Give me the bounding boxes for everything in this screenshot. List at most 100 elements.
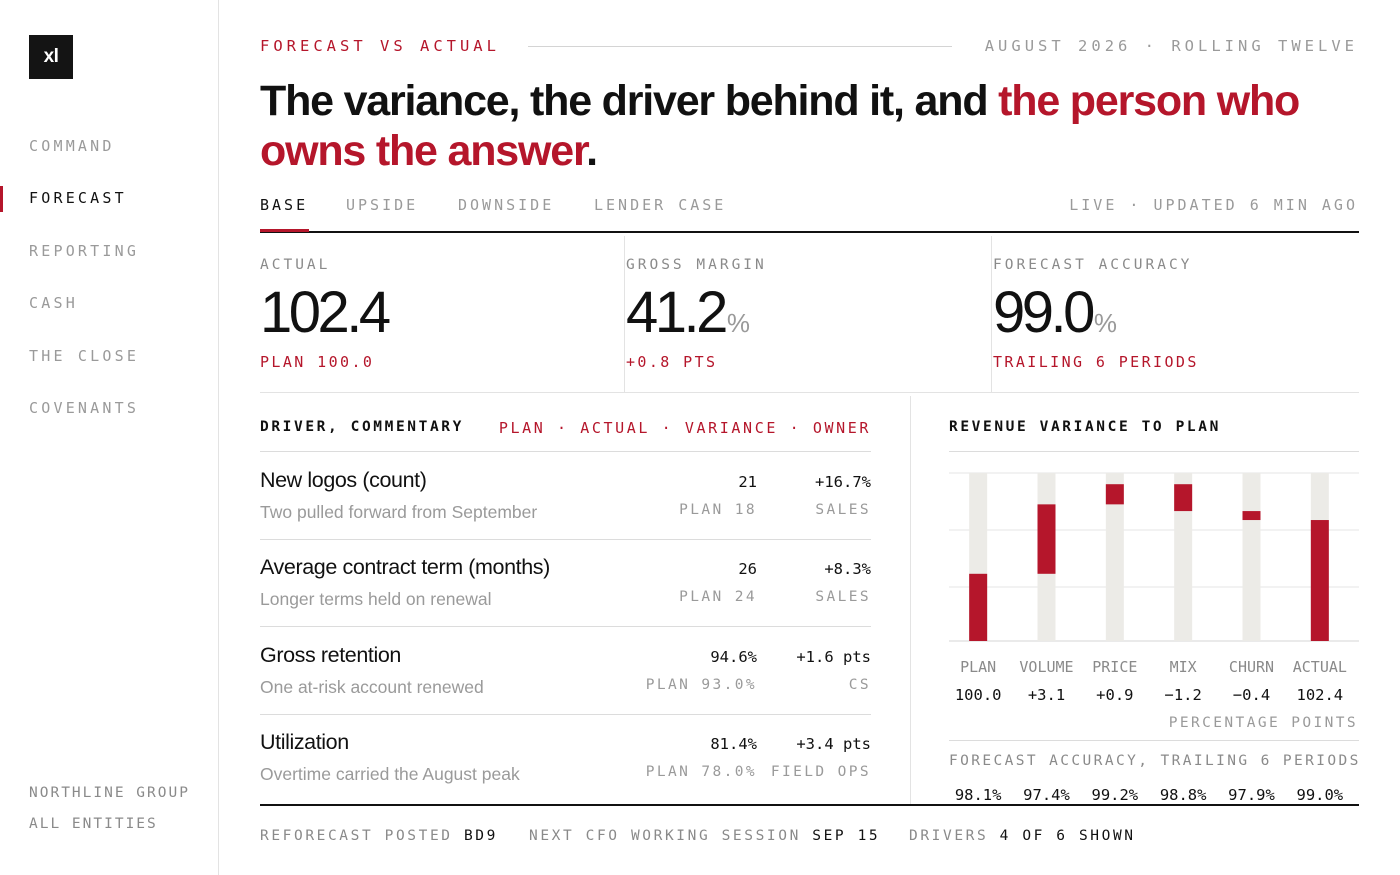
chart-bar-volume (1037, 504, 1056, 574)
sidebar: xl COMMAND FORECAST REPORTING CASH THE C… (0, 0, 219, 875)
accuracy-value: 99.0% (1296, 786, 1344, 804)
eyebrow-divider (528, 46, 952, 47)
chart-category-label: PRICE (1092, 658, 1137, 676)
driver-comment: Two pulled forward from September (260, 502, 538, 522)
chart-value-label: 102.4 (1296, 686, 1343, 704)
driver-comment: Overtime carried the August peak (260, 764, 520, 784)
driver-row-new-logos[interactable]: New logos (count) Two pulled forward fro… (260, 452, 871, 540)
driver-comment: Longer terms held on renewal (260, 589, 492, 609)
nav-item-cash[interactable]: CASH (29, 294, 78, 312)
entity-group[interactable]: NORTHLINE GROUP (29, 785, 190, 801)
kpi-value: 102.4 (260, 280, 391, 345)
headline-period: . (586, 127, 598, 175)
live-status: LIVE · UPDATED 6 MIN AGO (1069, 196, 1358, 214)
chart-track (1174, 473, 1193, 641)
chart-title: REVENUE VARIANCE TO PLAN (949, 419, 1221, 435)
driver-actual: 94.6% (710, 648, 757, 666)
nav-item-the-close[interactable]: THE CLOSE (29, 347, 140, 365)
chart-header-rule (949, 451, 1359, 452)
kpi-label: GROSS MARGIN (626, 257, 767, 273)
headline-text: The variance, the driver behind it, and (260, 77, 999, 125)
revenue-variance-chart: PLAN 100.0 VOLUME +3.1 PRICE +0.9 MIX −1.2 CHURN… (949, 472, 1359, 704)
chart-value-label: +3.1 (1028, 686, 1065, 704)
kpi-value: 99.0% (993, 280, 1118, 345)
driver-actual: 26 (738, 560, 757, 578)
content-bottom-rule (260, 804, 1359, 806)
kpi-sub: PLAN 100.0 (260, 353, 375, 371)
footer-reforecast: REFORECAST POSTED BD9 (260, 828, 498, 844)
chart-category-label: CHURN (1229, 658, 1274, 676)
kpi-divider (991, 236, 992, 392)
tab-downside[interactable]: DOWNSIDE (458, 196, 555, 214)
driver-plan: PLAN 78.0% (645, 764, 757, 780)
kpi-value: 41.2% (626, 280, 751, 345)
driver-row-contract-term[interactable]: Average contract term (months) Longer te… (260, 539, 871, 627)
driver-name: Gross retention (260, 643, 401, 667)
driver-owner: FIELD OPS (770, 764, 871, 780)
driver-plan: PLAN 24 (679, 589, 757, 605)
chart-value-label: 100.0 (955, 686, 1002, 704)
tab-base[interactable]: BASE (260, 196, 309, 214)
driver-comment: One at-risk account renewed (260, 677, 484, 697)
entity-scope[interactable]: ALL ENTITIES (29, 816, 158, 832)
driver-variance: +16.7% (815, 473, 871, 491)
accuracy-value: 97.9% (1228, 786, 1275, 804)
driver-name: Average contract term (months) (260, 555, 550, 579)
kpi-sub: +0.8 PTS (626, 353, 718, 371)
headline-accent: the person who owns the answer (260, 77, 1300, 175)
nav-item-reporting[interactable]: REPORTING (29, 242, 140, 260)
driver-owner: SALES (815, 589, 871, 605)
kpi-label: FORECAST ACCURACY (993, 257, 1193, 273)
tabs-rule (260, 231, 1359, 233)
accuracy-value: 99.2% (1091, 786, 1139, 804)
driver-row-gross-retention[interactable]: Gross retention One at-risk account rene… (260, 627, 871, 715)
chart-track (1105, 473, 1124, 641)
driver-name: Utilization (260, 730, 349, 754)
driver-row-utilization[interactable]: Utilization Overtime carried the August … (260, 714, 871, 802)
accuracy-rule (949, 740, 1359, 741)
accuracy-value: 98.8% (1159, 786, 1207, 804)
footer-drivers-count: DRIVERS 4 OF 6 SHOWN (909, 828, 1136, 844)
tab-lender-case[interactable]: LENDER CASE (594, 196, 727, 214)
chart-bar-plan (969, 573, 988, 641)
section-eyebrow: FORECAST VS ACTUAL (260, 37, 500, 55)
driver-name: New logos (count) (260, 468, 427, 492)
driver-variance: +8.3% (824, 560, 871, 578)
chart-category-label: PLAN (960, 658, 996, 676)
active-tab-underline (260, 229, 309, 232)
drivers-title: DRIVER, COMMENTARY (260, 419, 464, 435)
logo[interactable]: xl (29, 35, 73, 79)
chart-bar-mix (1174, 484, 1193, 512)
nav-item-covenants[interactable]: COVENANTS (29, 399, 140, 417)
panel-divider (910, 396, 911, 804)
page-headline: The variance, the driver behind it, and … (260, 76, 1370, 176)
driver-actual: 81.4% (710, 735, 757, 753)
tab-upside[interactable]: UPSIDE (346, 196, 419, 214)
kpi-label: ACTUAL (260, 257, 331, 273)
driver-plan: PLAN 93.0% (645, 677, 757, 693)
driver-actual: 21 (738, 473, 757, 491)
chart-category-label: ACTUAL (1293, 658, 1347, 676)
chart-bar-churn (1242, 511, 1261, 521)
chart-bar-price (1105, 484, 1124, 505)
driver-owner: CS (848, 677, 871, 693)
accuracy-value: 98.1% (954, 786, 1002, 804)
kpi-divider (624, 236, 625, 392)
drivers-header-rule (260, 451, 871, 452)
driver-variance: +3.4 pts (796, 735, 871, 753)
period-label: AUGUST 2026 · ROLLING TWELVE (984, 37, 1358, 55)
nav-item-forecast[interactable]: FORECAST (29, 189, 127, 207)
driver-plan: PLAN 18 (679, 502, 757, 518)
nav-item-command[interactable]: COMMAND (29, 137, 115, 155)
chart-track (1242, 473, 1261, 641)
chart-value-label: −0.4 (1233, 686, 1270, 704)
accuracy-value: 97.4% (1023, 786, 1070, 804)
drivers-legend: PLAN · ACTUAL · VARIANCE · OWNER (498, 419, 871, 437)
chart-category-label: VOLUME (1019, 658, 1073, 676)
kpi-sub: TRAILING 6 PERIODS (993, 353, 1199, 371)
accuracy-title: FORECAST ACCURACY, TRAILING 6 PERIODS (949, 753, 1361, 769)
active-nav-marker (0, 186, 3, 212)
chart-value-label: −1.2 (1165, 686, 1202, 704)
chart-category-label: MIX (1170, 658, 1197, 676)
chart-unit: PERCENTAGE POINTS (1168, 715, 1358, 731)
